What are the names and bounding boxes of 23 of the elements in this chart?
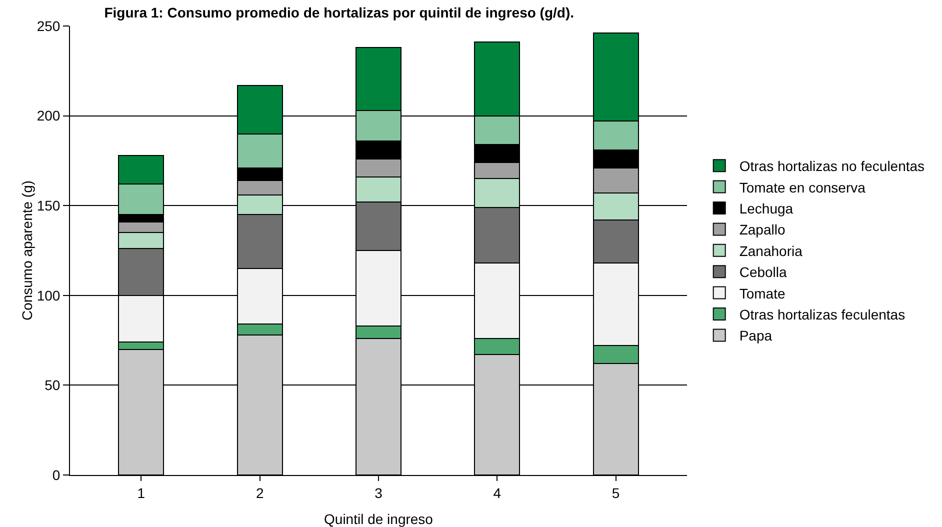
legend-label: Cebolla bbox=[739, 264, 788, 280]
legend-label: Otras hortalizas feculentas bbox=[739, 306, 906, 322]
y-tick-label: 100 bbox=[36, 287, 60, 304]
legend-label: Tomate en conserva bbox=[739, 179, 866, 196]
x-tick-label: 2 bbox=[256, 484, 264, 501]
y-axis-title: Consumo aparente (g) bbox=[18, 180, 35, 321]
legend-label: Otras hortalizas no feculentas bbox=[739, 158, 925, 174]
x-tick-label: 3 bbox=[374, 484, 383, 501]
y-tick-label: 50 bbox=[44, 377, 60, 394]
legend-label: Tomate bbox=[739, 285, 786, 302]
x-tick-label: 4 bbox=[493, 484, 502, 501]
legend-label: Lechuga bbox=[739, 200, 794, 216]
y-tick-label: 150 bbox=[36, 198, 60, 214]
y-tick-label: 250 bbox=[36, 18, 60, 34]
chart-title: Figura 1: Consumo promedio de hortalizas por quintil de ingreso (g/d). bbox=[104, 4, 574, 21]
x-axis-title: Quintil de ingreso bbox=[324, 511, 434, 527]
x-tick-label: 5 bbox=[612, 484, 620, 501]
y-tick-label: 200 bbox=[36, 108, 60, 124]
x-tick-label: 1 bbox=[137, 484, 146, 501]
legend-label: Papa bbox=[739, 328, 772, 344]
y-tick-label: 0 bbox=[52, 466, 60, 483]
legend-label: Zanahoria bbox=[739, 242, 803, 259]
legend-label: Zapallo bbox=[739, 222, 786, 238]
